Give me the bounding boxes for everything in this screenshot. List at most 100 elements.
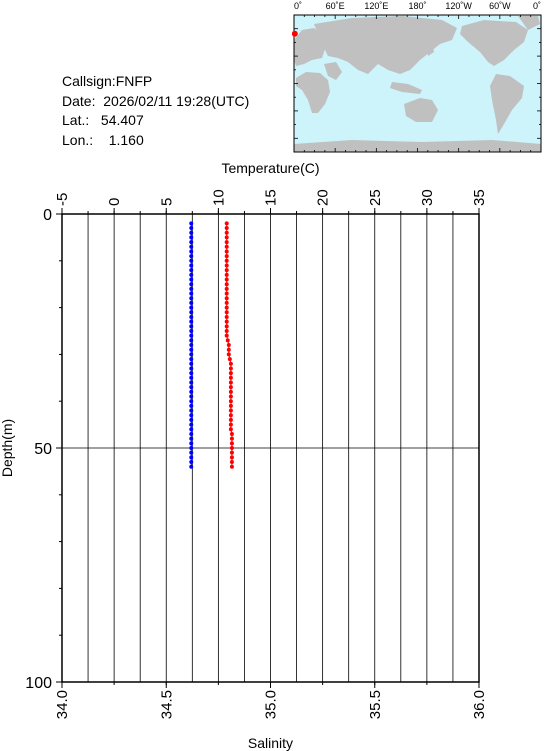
temperature-tick-label: 15 bbox=[263, 189, 280, 206]
lat-value: 54.407 bbox=[100, 112, 144, 128]
salinity-point bbox=[189, 385, 194, 390]
depth-tick-label: 0 bbox=[43, 207, 52, 224]
temperature-point bbox=[229, 464, 234, 469]
temperature-tick-label: -5 bbox=[54, 193, 71, 206]
salinity-point bbox=[189, 436, 194, 441]
temperature-tick-label: 25 bbox=[367, 189, 384, 206]
lon-label: Lon.: bbox=[62, 131, 94, 148]
temperature-point bbox=[228, 403, 233, 408]
land-indonesia bbox=[390, 82, 422, 94]
salinity-point bbox=[189, 254, 194, 259]
salinity-point bbox=[189, 268, 194, 273]
callsign-text: Callsign:FNFP bbox=[62, 73, 153, 89]
lon-value: 1.160 bbox=[108, 131, 144, 148]
date-label: Date: bbox=[62, 92, 96, 109]
salinity-point bbox=[189, 333, 194, 338]
temperature-point bbox=[228, 394, 233, 399]
temperature-point bbox=[224, 319, 229, 324]
salinity-point bbox=[189, 413, 194, 418]
salinity-point bbox=[189, 258, 194, 263]
salinity-point bbox=[189, 277, 194, 282]
temperature-point bbox=[224, 258, 229, 263]
salinity-point bbox=[189, 235, 194, 240]
salinity-point bbox=[189, 389, 194, 394]
salinity-point bbox=[189, 455, 194, 460]
depth-tick-label: 50 bbox=[34, 441, 52, 458]
temperature-point bbox=[228, 371, 233, 376]
temperature-point bbox=[228, 385, 233, 390]
salinity-point bbox=[189, 464, 194, 469]
map-lon-label: 0˚ bbox=[294, 1, 302, 11]
map-lon-label: 180˚ bbox=[408, 1, 426, 11]
salinity-point bbox=[189, 366, 194, 371]
temperature-point bbox=[229, 455, 234, 460]
map-lon-label: 120˚E bbox=[364, 1, 388, 11]
temperature-point bbox=[226, 347, 231, 352]
salinity-point bbox=[189, 460, 194, 465]
temperature-point bbox=[224, 244, 229, 249]
temperature-point bbox=[229, 431, 234, 436]
salinity-point bbox=[189, 249, 194, 254]
map-lon-label: 60˚E bbox=[326, 1, 345, 11]
temperature-point bbox=[229, 436, 234, 441]
temperature-point bbox=[224, 282, 229, 287]
salinity-point bbox=[189, 431, 194, 436]
temperature-point bbox=[224, 235, 229, 240]
salinity-point bbox=[189, 343, 194, 348]
salinity-point bbox=[189, 427, 194, 432]
temperature-point bbox=[224, 286, 229, 291]
temperature-point bbox=[224, 324, 229, 329]
salinity-tick-label: 36.0 bbox=[471, 690, 488, 719]
temperature-point bbox=[226, 352, 231, 357]
salinity-point bbox=[189, 286, 194, 291]
temperature-point bbox=[224, 300, 229, 305]
temperature-point bbox=[224, 221, 229, 226]
salinity-point bbox=[189, 357, 194, 362]
temperature-axis: -5 0 5 10 15 20 25 30 35 bbox=[54, 189, 488, 214]
salinity-point bbox=[189, 399, 194, 404]
temperature-point bbox=[228, 389, 233, 394]
lat-row: Lat.: 54.407 bbox=[62, 111, 249, 131]
salinity-point bbox=[189, 347, 194, 352]
temperature-point bbox=[229, 441, 234, 446]
salinity-point bbox=[189, 230, 194, 235]
salinity-point bbox=[189, 296, 194, 301]
temperature-point bbox=[224, 226, 229, 231]
salinity-point bbox=[189, 338, 194, 343]
salinity-point bbox=[189, 441, 194, 446]
temperature-point bbox=[227, 357, 232, 362]
temperature-point bbox=[226, 343, 231, 348]
temperature-tick-label: 20 bbox=[315, 189, 332, 206]
temperature-tick-label: 10 bbox=[210, 189, 227, 206]
salinity-point bbox=[189, 417, 194, 422]
temperature-point bbox=[228, 366, 233, 371]
temperature-point bbox=[224, 277, 229, 282]
temperature-point bbox=[228, 413, 233, 418]
depth-tick-label: 100 bbox=[25, 675, 52, 692]
chart-series bbox=[189, 221, 234, 469]
salinity-point bbox=[189, 422, 194, 427]
temperature-axis-label: Temperature(C) bbox=[221, 160, 319, 176]
land-north-america bbox=[460, 20, 528, 66]
land-arabia bbox=[324, 62, 342, 80]
lat-label: Lat.: bbox=[62, 112, 90, 128]
salinity-point bbox=[189, 324, 194, 329]
salinity-point bbox=[189, 319, 194, 324]
temperature-point bbox=[228, 361, 233, 366]
land-asia bbox=[314, 16, 457, 74]
temperature-tick-label: 30 bbox=[419, 189, 436, 206]
salinity-point bbox=[189, 446, 194, 450]
salinity-point bbox=[189, 361, 194, 366]
salinity-point bbox=[189, 300, 194, 305]
salinity-point bbox=[189, 282, 194, 287]
land-south-america bbox=[490, 74, 524, 134]
salinity-tick-label: 35.0 bbox=[263, 690, 280, 719]
salinity-axis: 34.0 34.5 35.0 35.5 36.0 bbox=[54, 682, 488, 719]
station-info: Callsign:FNFP Date: 2026/02/11 19:28(UTC… bbox=[62, 72, 249, 150]
temperature-point bbox=[229, 446, 234, 450]
temperature-point bbox=[224, 333, 229, 338]
salinity-point bbox=[189, 329, 194, 333]
